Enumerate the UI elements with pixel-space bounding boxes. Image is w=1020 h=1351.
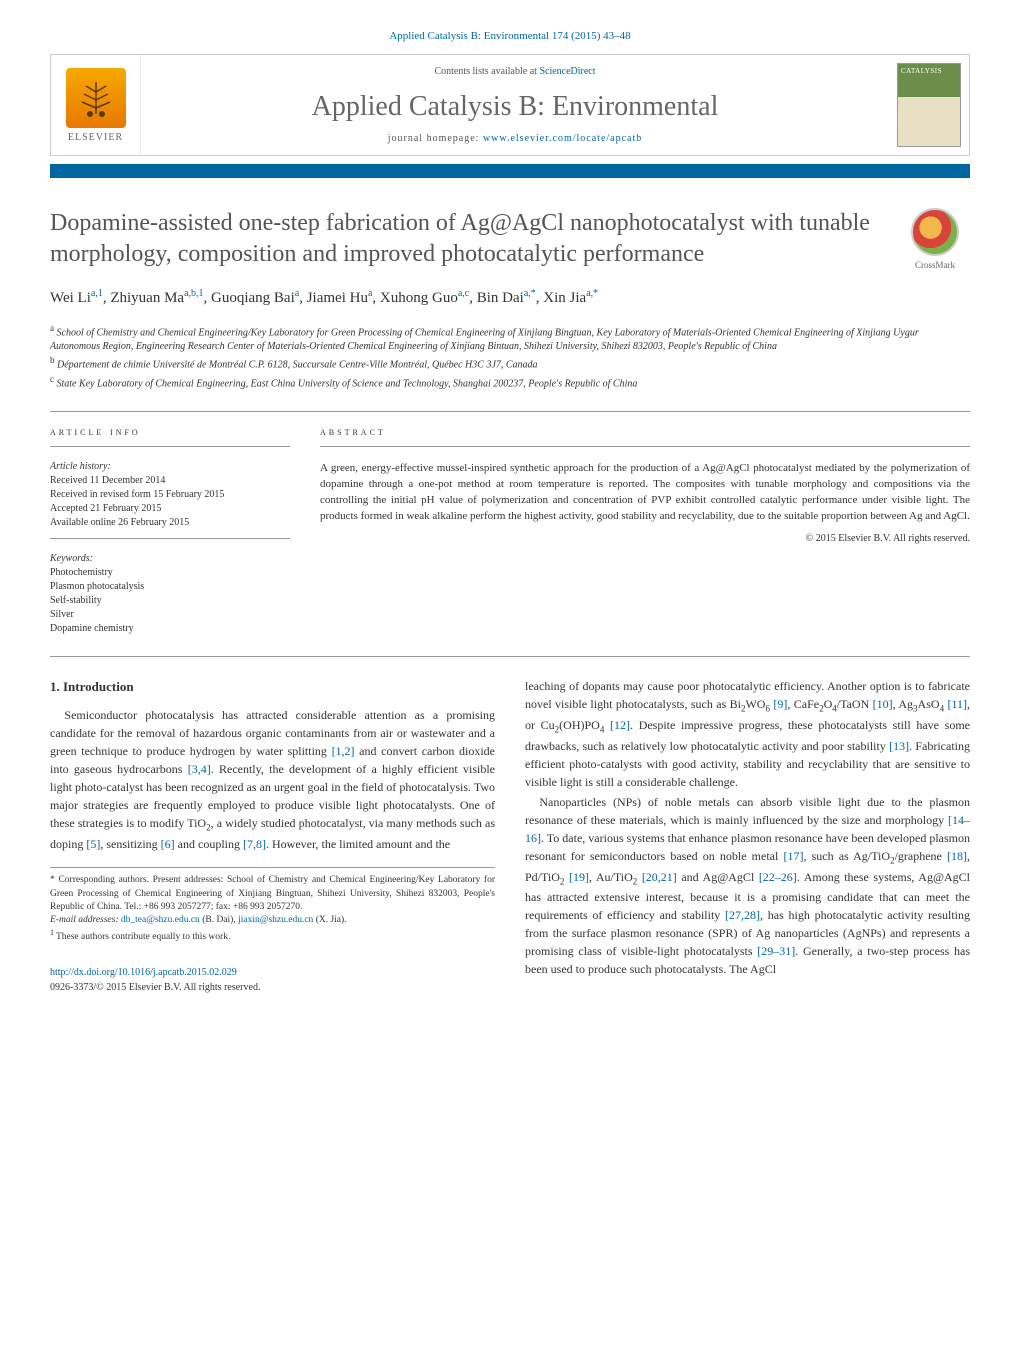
citation-link[interactable]: [1,2] — [332, 744, 355, 758]
article-history-label: Article history: — [50, 461, 290, 472]
homepage-link[interactable]: www.elsevier.com/locate/apcatb — [483, 133, 642, 144]
keyword-line: Silver — [50, 608, 290, 622]
issn-copyright: 0926-3373/© 2015 Elsevier B.V. All right… — [50, 982, 260, 993]
doi-block: http://dx.doi.org/10.1016/j.apcatb.2015.… — [50, 965, 495, 995]
cover-title: CATALYSIS — [901, 67, 957, 75]
intro-paragraph-1: Semiconductor photocatalysis has attract… — [50, 706, 495, 853]
history-line: Available online 26 February 2015 — [50, 516, 290, 530]
crossmark-badge[interactable]: CrossMark — [900, 208, 970, 270]
intro-paragraph-3: Nanoparticles (NPs) of noble metals can … — [525, 793, 970, 979]
keyword-line: Photochemistry — [50, 566, 290, 580]
contents-available-line: Contents lists available at ScienceDirec… — [161, 66, 869, 77]
doi-link[interactable]: http://dx.doi.org/10.1016/j.apcatb.2015.… — [50, 967, 237, 978]
elsevier-tree-icon — [66, 68, 126, 128]
affiliation-line: a School of Chemistry and Chemical Engin… — [50, 322, 970, 354]
divider — [320, 446, 970, 447]
cover-image: CATALYSIS — [897, 63, 961, 147]
journal-homepage-line: journal homepage: www.elsevier.com/locat… — [161, 133, 869, 144]
journal-cover-thumb: CATALYSIS — [889, 55, 969, 155]
divider — [50, 446, 290, 447]
email-line: E-mail addresses: db_tea@shzu.edu.cn (B.… — [50, 914, 495, 927]
citation-link[interactable]: [5] — [86, 837, 100, 851]
intro-paragraph-2: leaching of dopants may cause poor photo… — [525, 677, 970, 791]
keyword-line: Dopamine chemistry — [50, 622, 290, 636]
citation-link[interactable]: [6] — [161, 837, 175, 851]
citation-link[interactable]: [13] — [889, 739, 909, 753]
divider — [50, 411, 970, 412]
email-link[interactable]: jiaxin@shzu.edu.cn — [238, 915, 313, 925]
crossmark-label: CrossMark — [915, 260, 955, 270]
article-info-column: ARTICLE INFO Article history: Received 1… — [50, 426, 290, 636]
citation-link[interactable]: [18] — [947, 849, 967, 863]
journal-name: Applied Catalysis B: Environmental — [161, 91, 869, 123]
email-link[interactable]: db_tea@shzu.edu.cn — [121, 915, 200, 925]
keywords-label: Keywords: — [50, 553, 290, 564]
sciencedirect-link[interactable]: ScienceDirect — [539, 66, 595, 77]
affiliation-line: b Département de chimie Université de Mo… — [50, 354, 970, 372]
homepage-prefix: journal homepage: — [388, 133, 483, 144]
citation-link[interactable]: [29–31] — [757, 944, 795, 958]
abstract-text: A green, energy-effective mussel-inspire… — [320, 461, 970, 525]
affiliations: a School of Chemistry and Chemical Engin… — [50, 322, 970, 391]
running-header: Applied Catalysis B: Environmental 174 (… — [50, 30, 970, 42]
elsevier-logo: ELSEVIER — [51, 55, 141, 155]
citation-link[interactable]: [27,28] — [725, 908, 760, 922]
journal-header-box: ELSEVIER Contents lists available at Sci… — [50, 54, 970, 156]
citation-link[interactable]: [22–26] — [759, 870, 797, 884]
elsevier-label: ELSEVIER — [68, 132, 123, 143]
article-info-label: ARTICLE INFO — [50, 426, 290, 438]
keyword-line: Self-stability — [50, 594, 290, 608]
citation-link[interactable]: [11] — [947, 697, 967, 711]
article-title: Dopamine-assisted one-step fabrication o… — [50, 208, 870, 270]
copyright-line: © 2015 Elsevier B.V. All rights reserved… — [320, 533, 970, 544]
citation-link[interactable]: [7,8] — [243, 837, 266, 851]
citation-link[interactable]: [19] — [569, 870, 589, 884]
divider — [50, 656, 970, 657]
affiliation-line: c State Key Laboratory of Chemical Engin… — [50, 373, 970, 391]
keyword-line: Plasmon photocatalysis — [50, 580, 290, 594]
section-heading-intro: 1. Introduction — [50, 677, 495, 697]
divider — [50, 538, 290, 539]
citation-link[interactable]: [17] — [783, 849, 803, 863]
abstract-column: ABSTRACT A green, energy-effective musse… — [320, 426, 970, 636]
equal-contribution-note: 1 These authors contribute equally to th… — [50, 927, 495, 944]
citation-link[interactable]: [10] — [873, 697, 893, 711]
contents-prefix: Contents lists available at — [434, 66, 539, 77]
blue-divider-bar — [50, 164, 970, 178]
history-line: Accepted 21 February 2015 — [50, 502, 290, 516]
crossmark-icon — [911, 208, 959, 256]
header-center: Contents lists available at ScienceDirec… — [141, 55, 889, 155]
corresponding-author-note: * Corresponding authors. Present address… — [50, 874, 495, 914]
footnotes-block: * Corresponding authors. Present address… — [50, 867, 495, 945]
history-line: Received in revised form 15 February 201… — [50, 488, 290, 502]
citation-link[interactable]: [12] — [610, 718, 630, 732]
citation-link[interactable]: [9] — [773, 697, 787, 711]
citation-link[interactable]: [3,4] — [188, 762, 211, 776]
history-line: Received 11 December 2014 — [50, 474, 290, 488]
authors-line: Wei Lia,1, Zhiyuan Maa,b,1, Guoqiang Bai… — [50, 286, 970, 310]
body-two-column: 1. Introduction Semiconductor photocatal… — [50, 677, 970, 995]
abstract-label: ABSTRACT — [320, 426, 970, 438]
citation-link[interactable]: [20,21] — [642, 870, 677, 884]
